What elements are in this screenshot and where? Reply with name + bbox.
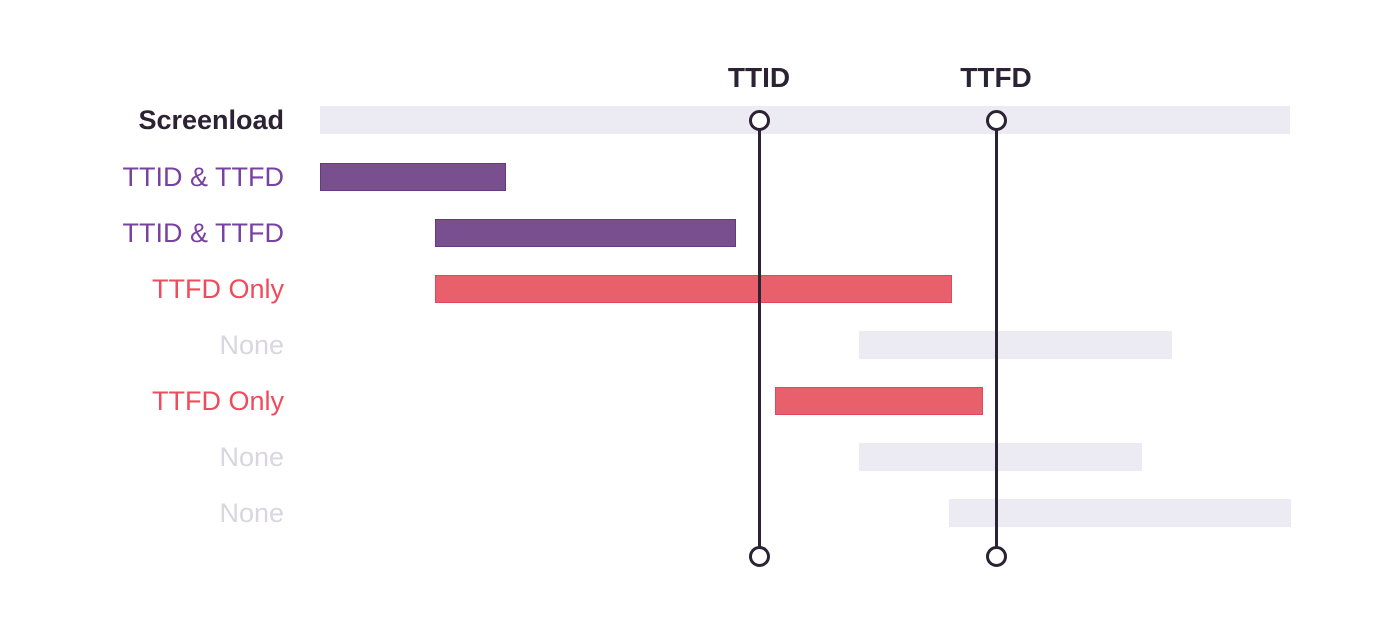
row-ttfd-only-2: TTFD Only <box>0 387 1400 415</box>
ttfd-marker-line <box>994 120 998 556</box>
ttid-ttfd-span-bar-2 <box>435 219 736 247</box>
row-none-3: None <box>0 499 1400 527</box>
ttfd-only-span-bar-1 <box>435 275 952 303</box>
ttfd-marker-bottom-circle-icon <box>985 545 1007 567</box>
row-label-ttid-ttfd-1: TTID & TTFD <box>122 162 285 192</box>
row-label-none-3: None <box>219 498 284 528</box>
screenload-span-bar <box>320 106 1290 134</box>
ttfd-marker-top-circle-icon <box>985 109 1007 131</box>
ttid-ttfd-span-bar-1 <box>320 163 506 191</box>
none-span-bar-1 <box>859 331 1172 359</box>
row-label-none-1: None <box>219 330 284 360</box>
row-label-ttfd-only-1: TTFD Only <box>152 274 284 304</box>
row-ttid-ttfd-1: TTID & TTFD <box>0 163 1400 191</box>
ttfd-only-span-bar-2 <box>775 387 983 415</box>
row-label-ttfd-only-2: TTFD Only <box>152 386 284 416</box>
row-none-1: None <box>0 331 1400 359</box>
row-none-2: None <box>0 443 1400 471</box>
none-span-bar-2 <box>859 443 1142 471</box>
ttfd-marker-label: TTFD <box>960 62 1032 93</box>
row-label-screenload: Screenload <box>138 105 284 135</box>
row-screenload: Screenload <box>0 106 1400 134</box>
none-span-bar-3 <box>949 499 1291 527</box>
row-ttid-ttfd-2: TTID & TTFD <box>0 219 1400 247</box>
ttid-marker-label: TTID <box>727 62 791 93</box>
row-ttfd-only-1: TTFD Only <box>0 275 1400 303</box>
row-label-ttid-ttfd-2: TTID & TTFD <box>122 218 285 248</box>
ttid-marker-line <box>757 120 761 556</box>
ttid-marker-top-circle-icon <box>748 109 770 131</box>
row-label-none-2: None <box>219 442 284 472</box>
ttid-marker-bottom-circle-icon <box>748 545 770 567</box>
